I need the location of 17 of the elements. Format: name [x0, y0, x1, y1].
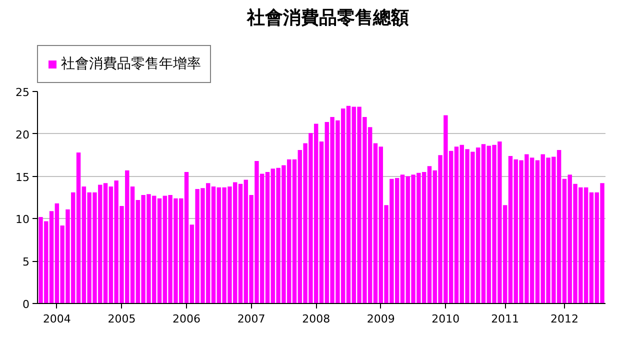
chart-title: 社會消費品零售總額	[246, 8, 409, 28]
y-tick-label: 5	[22, 256, 30, 269]
x-tick-label: 2010	[432, 312, 460, 326]
x-tick-label: 2005	[108, 312, 136, 326]
x-tick-label: 2012	[550, 312, 578, 326]
y-tick-label: 25	[16, 86, 30, 99]
x-tick-label: 2004	[42, 312, 71, 326]
x-tick-label: 2006	[172, 312, 201, 326]
x-tick-label: 2011	[491, 312, 520, 326]
y-tick-label: 10	[16, 213, 30, 226]
x-tick-label: 2009	[366, 312, 395, 326]
legend-label: 社會消費品零售年增率	[61, 55, 201, 73]
x-tick-label: 2008	[302, 312, 330, 326]
y-tick-label: 20	[16, 128, 30, 142]
y-tick-label: 0	[22, 298, 30, 311]
x-tick-label: 2007	[237, 312, 266, 326]
y-tick-label: 15	[16, 170, 30, 184]
